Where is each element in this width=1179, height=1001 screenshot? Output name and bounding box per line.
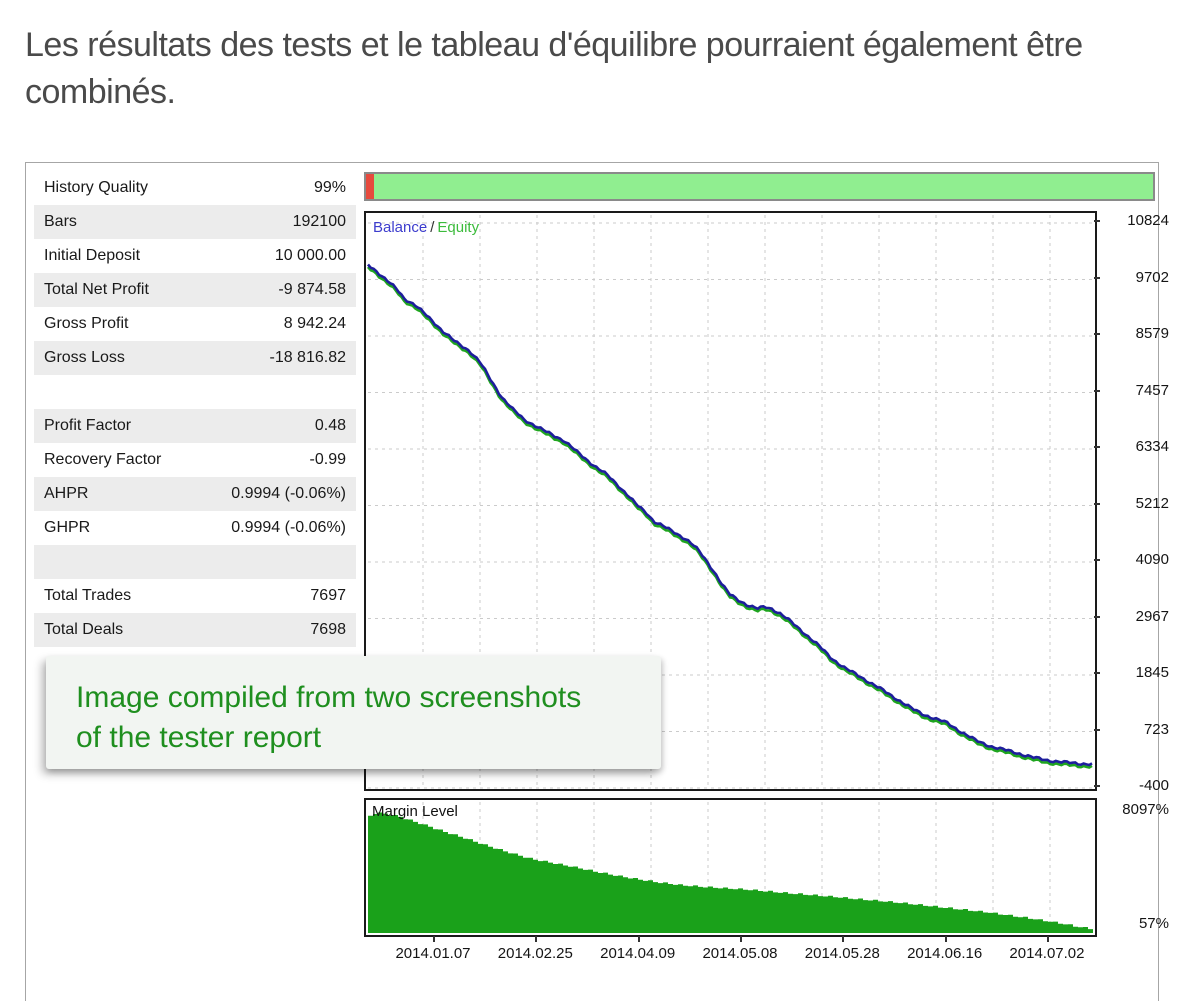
balance-yaxis-label: 7457	[1135, 381, 1169, 399]
stat-label: Bars	[44, 213, 77, 230]
margin-level-chart: Margin Level	[364, 798, 1097, 937]
legend-separator: /	[430, 219, 435, 236]
stats-row: Total Deals 7698	[34, 613, 356, 647]
annotation-line-1: Image compiled from two screenshots	[76, 681, 582, 714]
stats-row	[34, 545, 356, 579]
balance-yaxis-tick	[1094, 728, 1100, 731]
stat-value: -18 816.82	[269, 349, 346, 366]
stat-label: Recovery Factor	[44, 451, 162, 468]
stat-label: GHPR	[44, 519, 91, 536]
tester-report: History Quality 99% Bars 192100 Initial Depo…	[25, 162, 1169, 1001]
stats-row: History Quality 99%	[34, 171, 356, 205]
stats-row: Gross Profit 8 942.24	[34, 307, 356, 341]
chart-legend: Balance / Equity	[373, 219, 479, 236]
date-axis-label: 2014.06.16	[907, 945, 983, 962]
stats-row: Recovery Factor -0.99	[34, 443, 356, 477]
margin-level-label: Margin Level	[372, 803, 458, 820]
stats-row	[34, 375, 356, 409]
date-axis-label: 2014.04.09	[600, 945, 676, 962]
date-axis-tick	[944, 936, 947, 942]
stat-label: Total Deals	[44, 621, 124, 638]
progress-red-segment	[366, 174, 374, 199]
stat-label: Gross Loss	[44, 349, 125, 366]
date-axis-label: 2014.05.28	[804, 945, 880, 962]
date-axis-label: 2014.02.25	[497, 945, 573, 962]
balance-yaxis-tick	[1094, 333, 1100, 335]
stats-row: Initial Deposit 10 000.00	[34, 239, 356, 273]
stat-value: 99%	[313, 179, 346, 196]
page-heading: Les résultats des tests et le tableau d'…	[25, 26, 1083, 111]
stat-label: History Quality	[44, 179, 149, 196]
balance-yaxis-tick	[1094, 502, 1100, 505]
balance-yaxis-label: 723	[1143, 720, 1169, 738]
balance-yaxis-tick	[1094, 446, 1100, 448]
balance-yaxis-label: 9702	[1135, 268, 1169, 286]
stats-table: History Quality 99% Bars 192100 Initial Depo…	[34, 171, 356, 647]
legend-equity-label: Equity	[437, 219, 480, 236]
date-axis-label: 2014.01.07	[395, 945, 471, 962]
stat-label: Gross Profit	[44, 315, 129, 332]
annotation-line-2: of the tester report	[76, 721, 322, 754]
stats-row: Gross Loss -18 816.82	[34, 341, 356, 375]
balance-yaxis-tick	[1094, 785, 1100, 787]
margin-yaxis-label: 8097%	[1122, 801, 1169, 818]
date-axis-tick	[1046, 936, 1049, 942]
stat-value	[197, 545, 356, 579]
date-axis-label: 2014.07.02	[1009, 945, 1085, 962]
stat-value: 7698	[310, 621, 346, 638]
stat-label	[34, 545, 197, 579]
stat-value: -0.99	[309, 451, 346, 468]
date-axis-tick	[739, 936, 742, 942]
stat-value: 10 000.00	[274, 247, 346, 264]
stat-value: 8 942.24	[283, 315, 346, 332]
balance-yaxis-tick	[1094, 276, 1100, 279]
history-quality-progressbar	[364, 172, 1155, 201]
stat-label: Profit Factor	[44, 417, 132, 434]
stats-row: Profit Factor 0.48	[34, 409, 356, 443]
stat-value: 0.9994 (-0.06%)	[231, 519, 346, 536]
balance-yaxis-label: 4090	[1135, 551, 1169, 568]
stats-row: AHPR 0.9994 (-0.06%)	[34, 477, 356, 511]
stat-value: -9 874.58	[278, 281, 346, 298]
stats-row: Total Net Profit -9 874.58	[34, 273, 356, 307]
balance-yaxis-tick	[1094, 220, 1100, 222]
stat-label	[34, 375, 197, 409]
balance-yaxis-label: 5212	[1135, 494, 1169, 512]
balance-yaxis-tick	[1094, 615, 1100, 618]
balance-yaxis-label: 10824	[1127, 212, 1169, 229]
stat-value: 192100	[292, 213, 346, 230]
stats-row: Total Trades 7697	[34, 579, 356, 613]
balance-yaxis-label: 8579	[1135, 325, 1169, 342]
balance-yaxis-tick	[1094, 389, 1100, 392]
stat-label: Total Net Profit	[44, 281, 149, 298]
stat-value: 0.9994 (-0.06%)	[231, 485, 346, 502]
balance-yaxis-tick	[1094, 559, 1100, 561]
balance-yaxis-label: 2967	[1135, 607, 1169, 625]
progress-green-segment	[374, 174, 1153, 199]
balance-yaxis-label: 1845	[1135, 664, 1169, 681]
date-axis-tick	[637, 936, 640, 942]
date-axis-tick	[535, 936, 538, 942]
stat-label: AHPR	[44, 485, 89, 502]
stat-value	[197, 375, 356, 409]
date-axis-label: 2014.05.08	[702, 945, 778, 962]
margin-yaxis-label: 57%	[1138, 915, 1169, 932]
balance-yaxis-tick	[1094, 672, 1100, 674]
margin-level-plot	[368, 802, 1093, 933]
stat-label: Total Trades	[44, 587, 132, 604]
stat-value: 0.48	[314, 417, 346, 434]
legend-balance-label: Balance	[373, 219, 428, 236]
annotation-overlay: Image compiled from two screenshots of t…	[46, 656, 661, 769]
stats-row: Bars 192100	[34, 205, 356, 239]
date-axis-tick	[842, 936, 845, 942]
date-axis-tick	[433, 936, 435, 942]
stat-value: 7697	[310, 587, 346, 604]
balance-yaxis-label: -400	[1138, 777, 1169, 794]
stat-label: Initial Deposit	[44, 247, 141, 264]
stats-row: GHPR 0.9994 (-0.06%)	[34, 511, 356, 545]
balance-yaxis-label: 6334	[1135, 438, 1169, 455]
